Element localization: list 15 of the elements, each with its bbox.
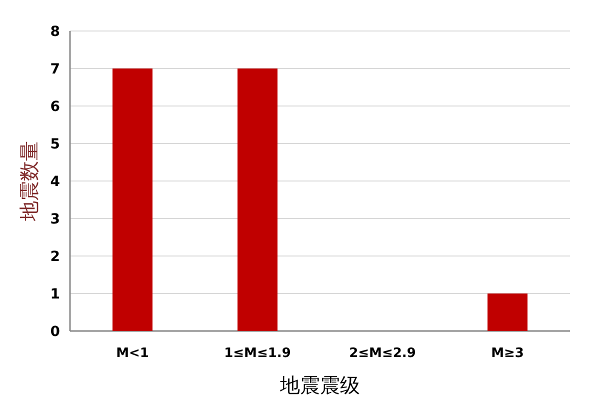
ytick: 3 [50, 212, 60, 228]
ytick: 2 [50, 249, 60, 265]
xtick: M≥3 [491, 346, 524, 361]
ytick: 8 [50, 24, 60, 40]
ytick: 7 [50, 62, 60, 78]
ytick: 1 [50, 286, 60, 302]
xlabel: 地震震级 [280, 373, 360, 397]
ytick: 0 [50, 324, 60, 340]
ytick: 5 [50, 136, 60, 152]
ylabel: 地震数量 [17, 141, 41, 221]
ytick: 6 [50, 99, 60, 115]
xtick: 2≤M≤2.9 [349, 346, 416, 361]
xtick: M<1 [116, 346, 149, 361]
ytick: 4 [50, 174, 60, 190]
xtick: 1≤M≤1.9 [224, 346, 291, 361]
